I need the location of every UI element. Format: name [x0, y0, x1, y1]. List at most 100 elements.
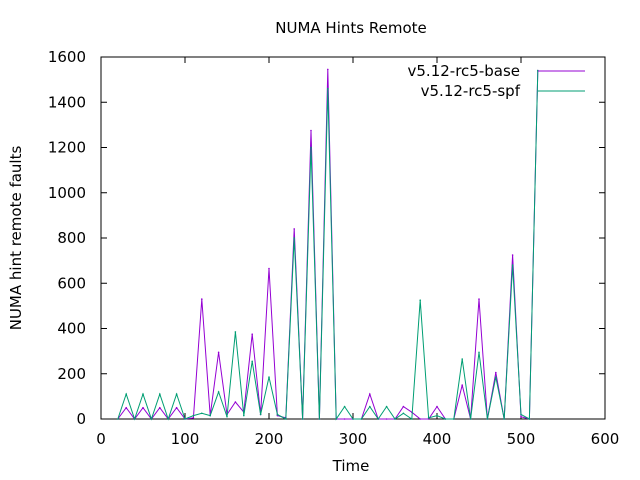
- data-point: [495, 371, 497, 374]
- data-point: [411, 418, 413, 420]
- data-point: [159, 393, 161, 395]
- y-tick-label: 1000: [48, 184, 86, 202]
- y-tick-label: 1400: [48, 93, 86, 111]
- data-point: [243, 414, 245, 417]
- data-point: [133, 418, 136, 420]
- data-point: [217, 391, 220, 393]
- data-point: [276, 413, 279, 416]
- data-point: [427, 417, 430, 419]
- data-point: [201, 412, 203, 415]
- data-point: [285, 418, 287, 420]
- data-point: [318, 418, 321, 420]
- data-point: [259, 413, 262, 416]
- data-point: [511, 264, 514, 266]
- data-point: [184, 418, 186, 420]
- data-point: [201, 298, 203, 300]
- data-point: [461, 358, 464, 360]
- series-layer: [117, 68, 539, 421]
- data-point: [159, 406, 161, 409]
- data-point: [427, 418, 430, 420]
- data-point: [327, 68, 329, 71]
- data-point: [175, 393, 178, 395]
- data-point: [495, 376, 497, 378]
- data-point: [436, 414, 438, 417]
- data-point: [528, 418, 531, 420]
- x-tick-label: 600: [591, 430, 620, 448]
- data-point: [369, 393, 371, 395]
- data-point: [461, 384, 464, 386]
- x-axis-label: Time: [332, 457, 370, 475]
- ticks: 0 100 200 300 400 500 600 0 200 400 600 800 1000 1200…: [48, 48, 620, 448]
- data-point: [453, 418, 455, 420]
- data-point: [402, 412, 405, 415]
- data-point: [142, 393, 144, 395]
- legend-label-base: v5.12-rc5-base: [408, 62, 521, 80]
- data-point: [226, 415, 228, 418]
- y-tick-label: 0: [76, 410, 86, 428]
- data-point: [175, 406, 178, 409]
- series-line-1: [117, 70, 539, 421]
- y-tick-label: 200: [57, 365, 86, 383]
- data-point: [234, 331, 237, 333]
- data-point: [520, 413, 522, 416]
- data-point: [310, 129, 312, 132]
- y-tick-label: 1200: [48, 139, 86, 157]
- data-point: [192, 417, 195, 419]
- data-point: [377, 418, 380, 420]
- y-tick-label: 600: [57, 274, 86, 292]
- data-point: [217, 351, 220, 354]
- data-point: [117, 418, 119, 420]
- x-tick-label: 100: [171, 430, 200, 448]
- x-tick-label: 400: [423, 430, 452, 448]
- data-point: [503, 418, 506, 420]
- y-tick-label: 400: [57, 320, 86, 338]
- data-point: [293, 237, 296, 239]
- data-point: [301, 418, 304, 420]
- data-point: [360, 418, 363, 420]
- plot-frame: [100, 56, 606, 420]
- data-point: [352, 418, 354, 420]
- data-point: [369, 405, 371, 408]
- data-point: [125, 406, 127, 409]
- data-point: [310, 146, 312, 149]
- x-tick-label: 200: [255, 430, 284, 448]
- y-tick-label: 800: [57, 229, 86, 247]
- data-point: [234, 401, 237, 403]
- data-point: [268, 267, 270, 270]
- data-point: [419, 418, 422, 420]
- x-tick-label: 300: [339, 430, 368, 448]
- y-tick-label: 1600: [48, 48, 86, 66]
- legend-label-spf: v5.12-rc5-spf: [421, 82, 521, 100]
- data-point: [469, 418, 472, 420]
- data-point: [268, 376, 270, 378]
- data-point: [343, 418, 346, 420]
- y-axis-label: NUMA hint remote faults: [7, 146, 25, 331]
- x-tick-label: 0: [96, 430, 106, 448]
- series-line-0: [117, 69, 539, 420]
- data-point: [520, 415, 522, 418]
- data-point: [511, 254, 514, 256]
- data-point: [419, 299, 422, 302]
- legend: v5.12-rc5-base v5.12-rc5-spf: [408, 62, 585, 100]
- chart-title: NUMA Hints Remote: [275, 19, 426, 37]
- data-point: [327, 87, 329, 90]
- data-point: [478, 298, 480, 300]
- data-point: [343, 405, 346, 408]
- data-point: [402, 405, 405, 408]
- data-point: [394, 418, 396, 420]
- data-point: [335, 418, 338, 420]
- data-point: [150, 418, 153, 420]
- data-point: [167, 418, 169, 420]
- axes: [100, 56, 606, 420]
- data-point: [142, 406, 144, 409]
- data-point: [444, 418, 447, 420]
- data-point: [125, 393, 127, 395]
- data-point: [486, 418, 489, 420]
- data-point: [436, 405, 438, 408]
- data-point: [385, 405, 388, 408]
- data-point: [192, 414, 195, 417]
- data-point: [251, 333, 253, 336]
- data-point: [478, 351, 480, 354]
- data-point: [385, 418, 388, 420]
